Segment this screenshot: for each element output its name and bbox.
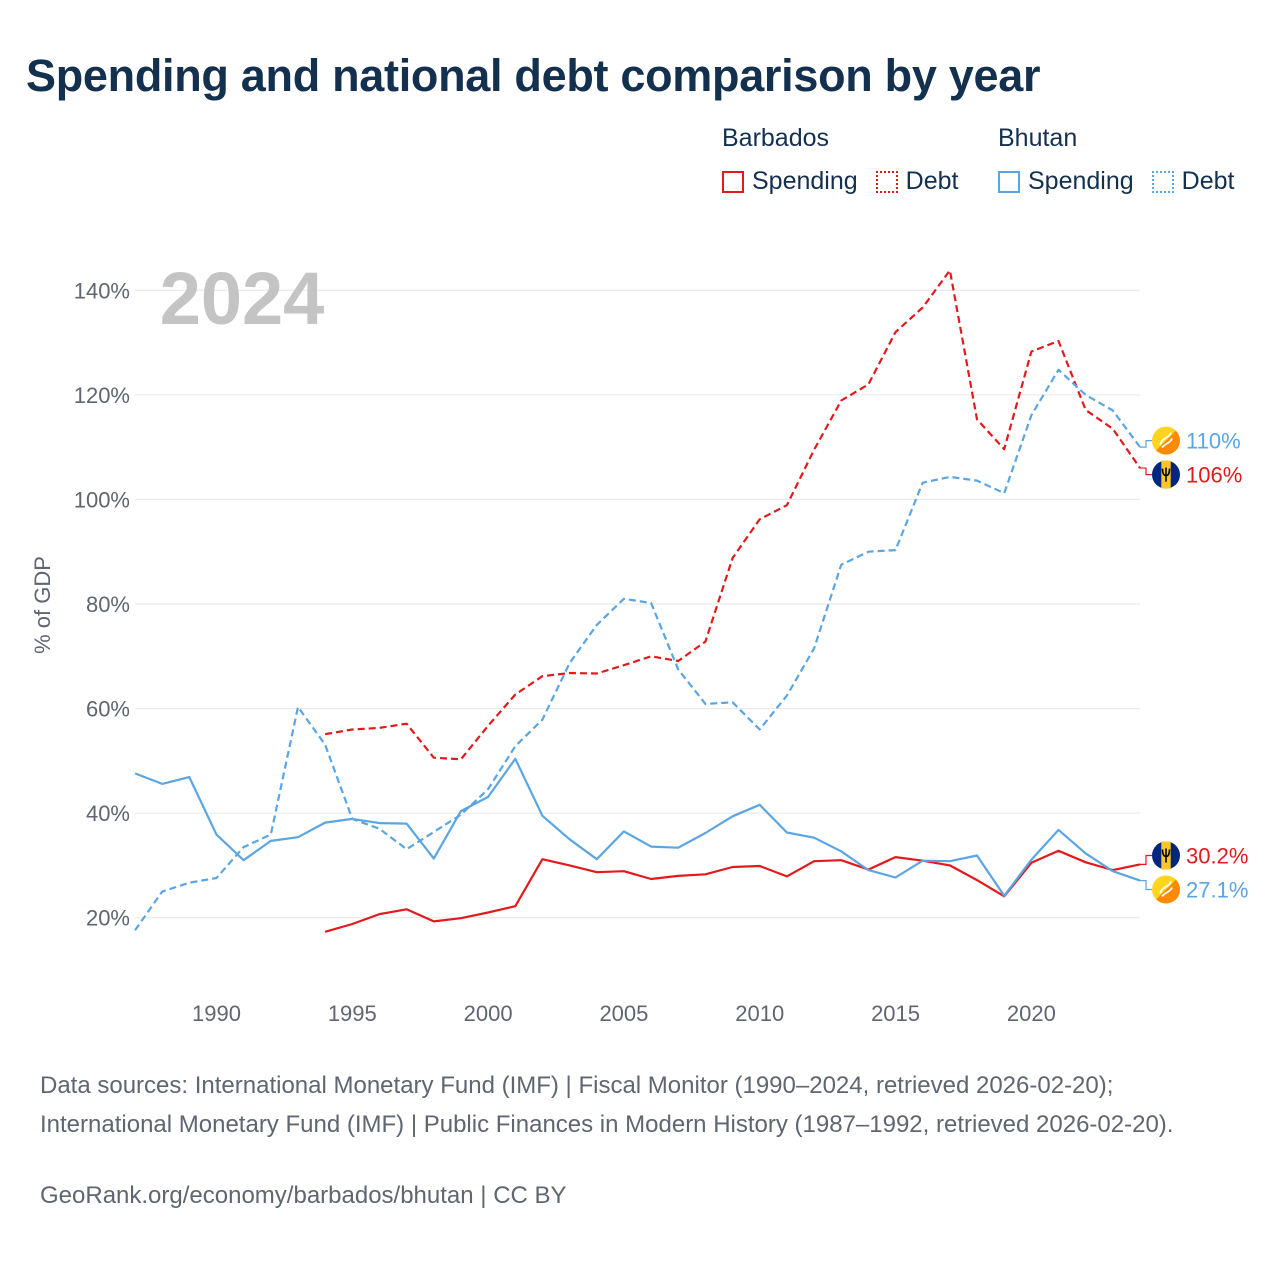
legend-item-bhutan-debt[interactable]: Debt (1151, 167, 1235, 196)
end-labels: 30.2% 106% 27.1% 110% (1140, 426, 1248, 904)
label-leader (1140, 467, 1152, 476)
solid-line-swatch-icon (998, 170, 1020, 193)
series-line-barbados-debt (324, 269, 1141, 761)
barbados-flag-icon (1152, 460, 1180, 489)
series-lines (134, 269, 1141, 933)
series-line-bhutan-spending (134, 757, 1141, 897)
y-tick-label: 40% (86, 801, 130, 826)
dotted-line-swatch-icon (875, 170, 898, 193)
legend-bhutan: Bhutan Spending Debt (998, 124, 1234, 196)
end-value-label: 110% (1186, 429, 1241, 454)
label-leader (1140, 854, 1152, 865)
year-watermark: 2024 (160, 257, 325, 340)
grid (135, 289, 1140, 919)
end-value-label: 27.1% (1186, 877, 1248, 902)
legend-item-barbados-debt[interactable]: Debt (875, 167, 959, 196)
label-leader (1140, 440, 1152, 448)
legend-barbados: Barbados Spending Debt (722, 124, 958, 196)
dragon-icon (1159, 432, 1173, 449)
source-note: Data sources: International Monetary Fun… (40, 1072, 1174, 1138)
x-axis: 1990 1995 2000 2005 2010 2015 2020 (192, 1001, 1056, 1026)
dotted-line-swatch-icon (1151, 170, 1174, 193)
legend-label: Debt (905, 167, 959, 195)
y-tick-label: 140% (74, 278, 130, 303)
legend-item-bhutan-spending[interactable]: Spending (998, 167, 1134, 196)
y-tick-label: 80% (86, 592, 130, 617)
x-tick-label: 2020 (1007, 1001, 1056, 1026)
legend-label: Spending (752, 167, 858, 195)
chart-title: Spending and national debt comparison by… (26, 50, 1041, 101)
legend-label: Spending (1028, 167, 1134, 195)
bhutan-flag-icon (1152, 875, 1180, 904)
end-value-label: 30.2% (1186, 843, 1248, 868)
x-tick-label: 1990 (192, 1001, 241, 1026)
legend-country-bhutan: Bhutan (998, 124, 1078, 152)
y-tick-label: 60% (86, 697, 130, 722)
trident-icon (1161, 467, 1171, 482)
trident-icon (1161, 848, 1171, 863)
x-tick-label: 2005 (599, 1001, 648, 1026)
bhutan-flag-icon (1152, 426, 1180, 455)
x-tick-label: 2015 (871, 1001, 920, 1026)
y-tick-label: 100% (74, 487, 130, 512)
y-axis-label: % of GDP (30, 556, 55, 654)
y-tick-label: 20% (86, 906, 130, 931)
dragon-icon (1159, 881, 1173, 898)
series-line-bhutan-debt (134, 368, 1141, 931)
legend-label: Debt (1181, 167, 1235, 195)
label-leader (1140, 879, 1152, 891)
x-tick-label: 2010 (735, 1001, 784, 1026)
legend-item-barbados-spending[interactable]: Spending (722, 167, 858, 196)
solid-line-swatch-icon (722, 170, 744, 193)
line-chart: 2024 20% 40% 60% 80% 100% 120% 140% 1990 1995 20… (30, 257, 1248, 1026)
barbados-flag-icon (1152, 841, 1180, 870)
end-value-label: 106% (1186, 463, 1242, 488)
x-tick-label: 1995 (328, 1001, 377, 1026)
flag-half (1152, 426, 1180, 455)
y-axis: 20% 40% 60% 80% 100% 120% 140% (74, 278, 130, 930)
y-tick-label: 120% (74, 383, 130, 408)
series-line-barbados-spending (324, 849, 1141, 933)
x-tick-label: 2000 (464, 1001, 513, 1026)
legend-country-barbados: Barbados (722, 124, 830, 152)
flag-half (1152, 875, 1180, 904)
credit-link[interactable]: GeoRank.org/economy/barbados/bhutan | CC… (40, 1182, 567, 1209)
